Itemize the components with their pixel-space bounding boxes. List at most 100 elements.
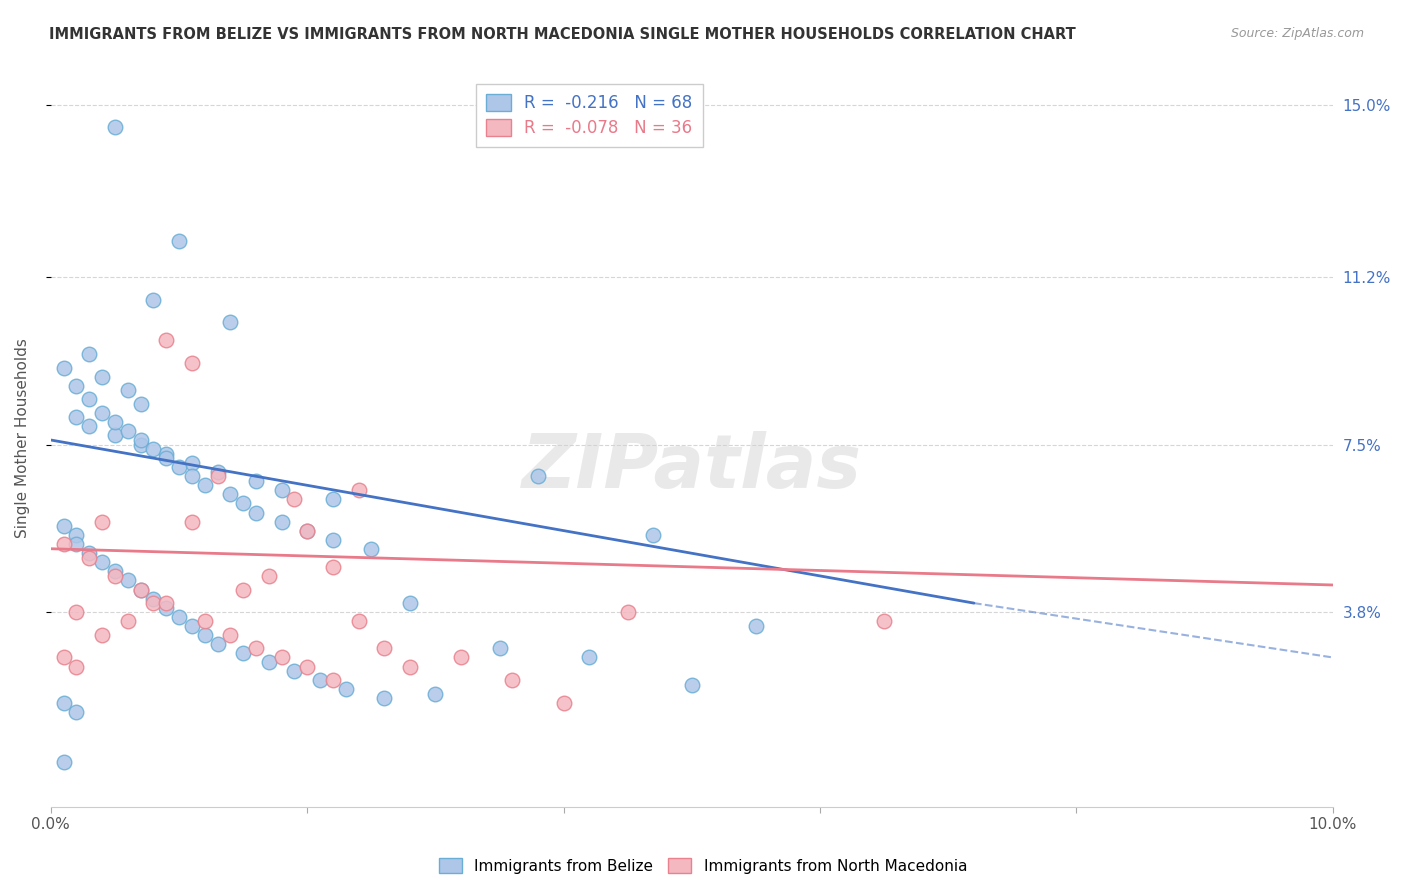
Point [643, 528, 665, 542]
Point [52, 650, 75, 665]
Point [232, 496, 254, 510]
Point [616, 605, 638, 619]
Point [745, 619, 768, 633]
Point [194, 478, 217, 492]
Point [219, 487, 242, 501]
Point [347, 483, 370, 497]
Point [501, 673, 523, 687]
Point [167, 609, 190, 624]
Point [52, 537, 75, 551]
Point [309, 673, 332, 687]
Point [117, 574, 139, 588]
Point [245, 474, 267, 488]
Point [180, 619, 202, 633]
Point [297, 524, 319, 538]
Point [65, 659, 87, 673]
Point [52, 519, 75, 533]
Point [65, 378, 87, 392]
Point [52, 755, 75, 769]
Point [91, 628, 114, 642]
Point [335, 682, 357, 697]
Point [79, 392, 101, 407]
Legend: Immigrants from Belize, Immigrants from North Macedonia: Immigrants from Belize, Immigrants from … [433, 852, 973, 880]
Point [553, 696, 575, 710]
Point [167, 460, 190, 475]
Point [360, 541, 382, 556]
Point [207, 469, 229, 483]
Point [65, 528, 87, 542]
Point [681, 678, 703, 692]
Point [297, 524, 319, 538]
Point [219, 628, 242, 642]
Point [398, 659, 420, 673]
Point [91, 406, 114, 420]
Point [257, 655, 280, 669]
Point [180, 469, 202, 483]
Point [104, 415, 127, 429]
Point [219, 315, 242, 329]
Point [283, 491, 305, 506]
Point [450, 650, 472, 665]
Point [155, 451, 177, 466]
Point [79, 419, 101, 434]
Point [104, 428, 127, 442]
Point [79, 347, 101, 361]
Point [117, 383, 139, 397]
Point [322, 491, 344, 506]
Point [91, 369, 114, 384]
Point [373, 641, 395, 656]
Point [270, 483, 292, 497]
Point [65, 410, 87, 425]
Point [373, 691, 395, 706]
Point [180, 356, 202, 370]
Point [425, 687, 447, 701]
Point [194, 628, 217, 642]
Point [142, 591, 165, 606]
Point [91, 555, 114, 569]
Point [155, 447, 177, 461]
Point [245, 506, 267, 520]
Text: ZIPatlas: ZIPatlas [522, 431, 862, 504]
Point [142, 442, 165, 456]
Point [91, 515, 114, 529]
Point [873, 614, 896, 628]
Point [142, 596, 165, 610]
Point [129, 433, 152, 447]
Point [270, 650, 292, 665]
Point [488, 641, 510, 656]
Point [65, 537, 87, 551]
Point [52, 360, 75, 375]
Point [104, 120, 127, 135]
Point [578, 650, 600, 665]
Point [155, 334, 177, 348]
Point [180, 515, 202, 529]
Point [167, 234, 190, 248]
Point [129, 582, 152, 597]
Text: IMMIGRANTS FROM BELIZE VS IMMIGRANTS FROM NORTH MACEDONIA SINGLE MOTHER HOUSEHOL: IMMIGRANTS FROM BELIZE VS IMMIGRANTS FRO… [49, 27, 1076, 42]
Point [117, 424, 139, 438]
Point [398, 596, 420, 610]
Point [52, 696, 75, 710]
Point [142, 293, 165, 307]
Point [79, 550, 101, 565]
Point [104, 569, 127, 583]
Point [65, 705, 87, 719]
Text: Source: ZipAtlas.com: Source: ZipAtlas.com [1230, 27, 1364, 40]
Point [180, 456, 202, 470]
Point [257, 569, 280, 583]
Point [155, 600, 177, 615]
Point [155, 596, 177, 610]
Point [129, 437, 152, 451]
Point [245, 641, 267, 656]
Point [527, 469, 550, 483]
Y-axis label: Single Mother Households: Single Mother Households [15, 338, 30, 538]
Point [129, 397, 152, 411]
Legend: R =  -0.216   N = 68, R =  -0.078   N = 36: R = -0.216 N = 68, R = -0.078 N = 36 [477, 84, 703, 147]
Point [117, 614, 139, 628]
Point [270, 515, 292, 529]
Point [232, 646, 254, 660]
Point [207, 465, 229, 479]
Point [194, 614, 217, 628]
Point [129, 582, 152, 597]
Point [322, 533, 344, 547]
